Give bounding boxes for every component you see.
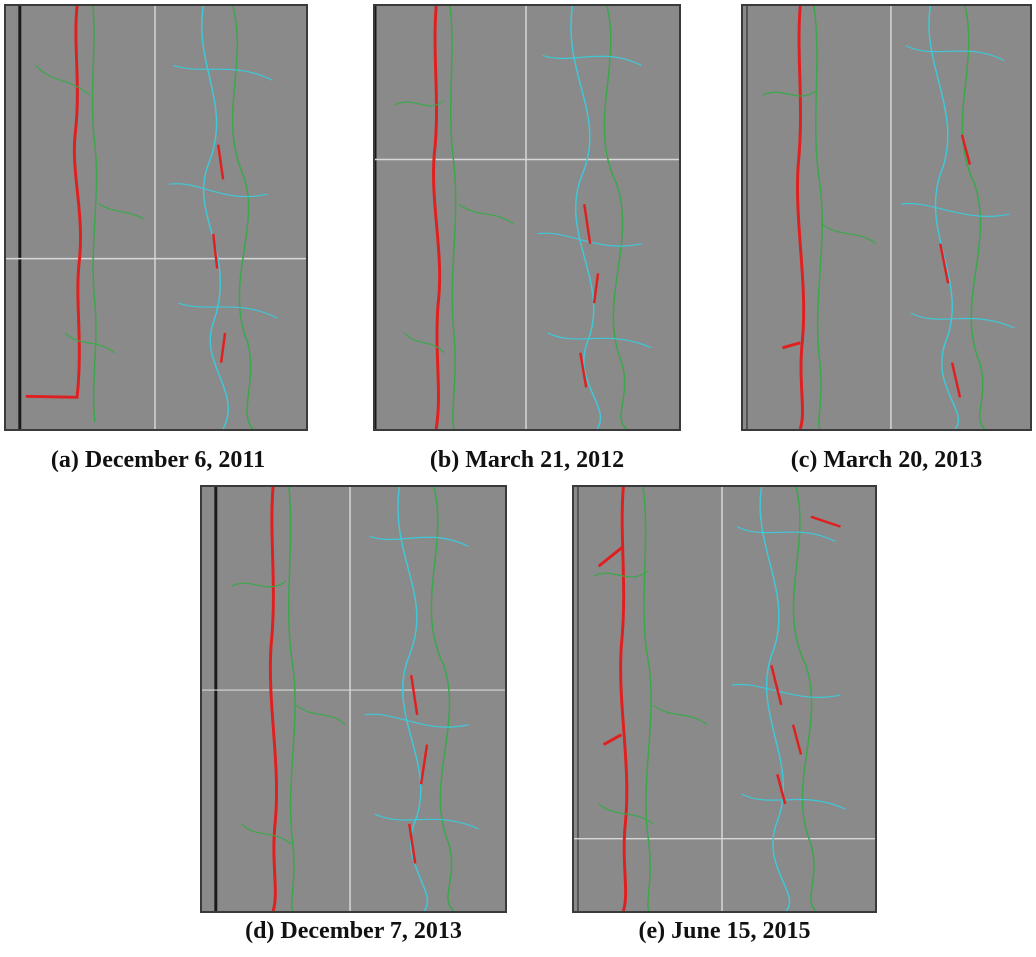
panel-d-caption: (d) December 7, 2013 xyxy=(245,918,462,944)
panel-c-image xyxy=(741,4,1032,431)
panel-a-image xyxy=(4,4,308,431)
panel-c-crack-map xyxy=(745,6,1015,429)
panel-e-crack-map xyxy=(574,487,875,911)
panel-a-caption: (a) December 6, 2011 xyxy=(50,447,266,473)
panel-e-caption: (e) June 15, 2015 xyxy=(638,918,811,944)
panel-a-crack-map xyxy=(6,6,306,429)
panel-c-caption: (c) March 20, 2013 xyxy=(790,447,983,473)
panel-d-image xyxy=(200,485,507,913)
panel-d-crack-map xyxy=(202,487,505,911)
panel-e-image xyxy=(572,485,877,913)
panel-b-caption: (b) March 21, 2012 xyxy=(429,447,625,473)
panel-b-image xyxy=(373,4,681,431)
panel-b-crack-map xyxy=(375,6,679,429)
